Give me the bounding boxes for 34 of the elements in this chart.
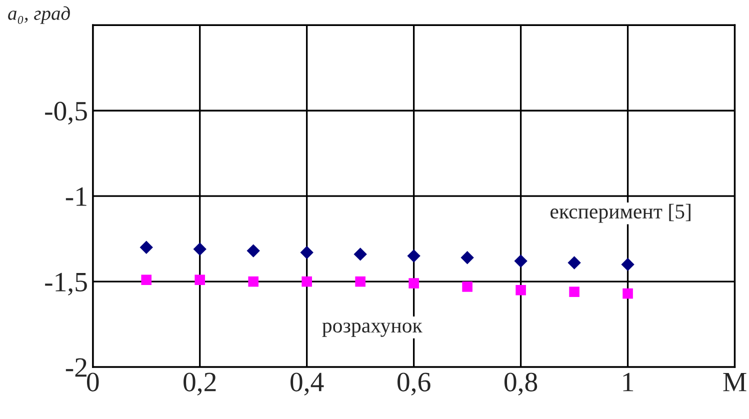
y-tick-label: -1,5	[45, 272, 87, 296]
series-label: експеримент [5]	[550, 204, 690, 223]
x-tick-label: M	[723, 372, 746, 392]
x-tick-label: 0,8	[504, 372, 538, 396]
x-tick-label: 0,6	[398, 372, 430, 396]
point	[460, 251, 474, 264]
y-axis-title: a₀, град	[8, 6, 70, 24]
point	[302, 276, 312, 287]
point	[514, 254, 528, 268]
point	[569, 286, 580, 297]
point	[248, 276, 258, 287]
point	[462, 282, 472, 292]
point	[621, 258, 634, 272]
point	[516, 284, 526, 296]
point	[408, 278, 419, 288]
point	[568, 256, 581, 270]
y-tick-label: -0,5	[45, 102, 87, 125]
x-tick-label: 0,2	[184, 372, 216, 396]
point	[140, 240, 153, 254]
point	[407, 249, 420, 263]
point	[300, 246, 314, 260]
y-tick-label: -2	[66, 358, 86, 377]
point	[355, 276, 366, 287]
y-tick-label: -1	[66, 187, 86, 206]
point	[246, 244, 260, 258]
x-tick-label: 0	[86, 372, 99, 392]
x-tick-label: 1	[623, 372, 634, 392]
x-tick-label: 0,4	[290, 372, 324, 396]
series-label: розрахунок	[322, 322, 422, 337]
point	[354, 248, 367, 261]
point	[622, 288, 633, 299]
point	[141, 274, 152, 286]
point	[193, 242, 206, 256]
point	[194, 274, 206, 286]
